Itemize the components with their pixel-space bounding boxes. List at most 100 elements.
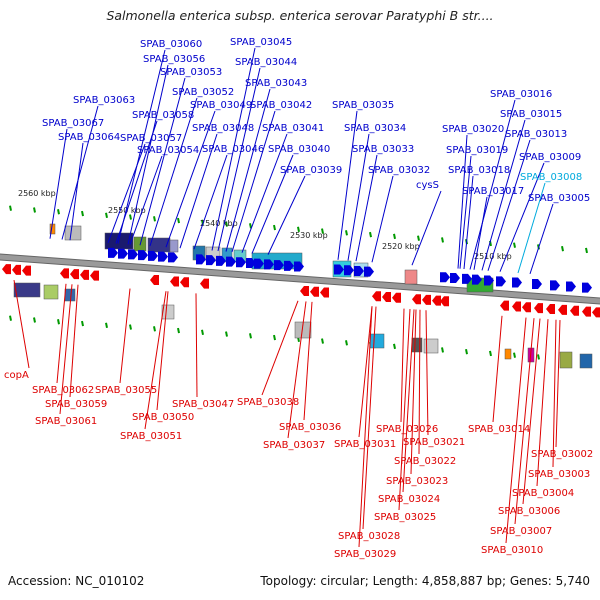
bottom-gene-label: SPAB_03029: [334, 549, 396, 560]
scale-label: 2530 kbp: [290, 231, 328, 240]
top-label-connector: [251, 154, 294, 254]
top-label-connector: [149, 97, 198, 247]
lower-tick-mark: [513, 352, 516, 358]
upper-tick-mark: [441, 237, 444, 243]
lower-tick-mark: [177, 327, 180, 334]
bottom-gene-label: SPAB_03021: [403, 437, 465, 448]
lower-tick-mark: [393, 343, 396, 350]
top-gene-label: SPAB_03019: [446, 145, 508, 156]
bottom-label-connector: [492, 315, 503, 423]
bottom-label-connector: [425, 310, 429, 436]
forward-gene-arrow: [484, 275, 494, 286]
forward-gene-arrow: [344, 265, 354, 276]
lower-tick-mark: [153, 326, 156, 332]
bottom-label-connector: [358, 306, 373, 438]
forward-gene-arrow: [532, 278, 542, 289]
top-gene-label: SPAB_03057: [120, 133, 182, 144]
upper-tick-mark: [345, 230, 348, 236]
top-label-connector: [267, 175, 306, 255]
top-gene-label: SPAB_03018: [448, 165, 510, 176]
reverse-gene-arrow: [432, 295, 441, 306]
lower-tick-mark: [537, 354, 540, 360]
top-gene-label: SPAB_03035: [332, 100, 394, 111]
scale-label: 2520 kbp: [382, 242, 420, 251]
reverse-gene-arrow: [300, 285, 309, 296]
gene-box: [369, 333, 385, 349]
forward-gene-arrow: [294, 261, 304, 272]
top-label-connector: [337, 110, 358, 260]
bottom-label-connector: [13, 279, 30, 369]
gene-box: [559, 351, 573, 369]
reverse-gene-arrow: [320, 287, 329, 298]
reverse-gene-arrow: [150, 274, 159, 285]
upper-tick-mark: [129, 214, 132, 220]
top-gene-label: SPAB_03060: [140, 39, 202, 50]
reverse-gene-arrow: [60, 268, 69, 279]
bottom-gene-label: copA: [4, 370, 29, 381]
lower-tick-mark: [81, 320, 84, 327]
forward-gene-arrow: [226, 256, 236, 267]
reverse-gene-arrow: [534, 303, 543, 314]
bottom-gene-label: SPAB_03003: [528, 469, 590, 480]
forward-gene-arrow: [216, 255, 226, 266]
bottom-gene-label: SPAB_03062: [32, 385, 94, 396]
bottom-label-connector: [410, 309, 417, 475]
reverse-gene-arrow: [70, 269, 79, 280]
top-gene-label: SPAB_03008: [520, 172, 582, 183]
lower-tick-mark: [441, 347, 444, 353]
scale-label: 2560 kbp: [18, 189, 56, 198]
bottom-label-connector: [303, 301, 313, 421]
lower-tick-mark: [57, 319, 60, 325]
reverse-gene-arrow: [500, 300, 509, 311]
forward-gene-arrow: [284, 260, 294, 271]
top-label-connector: [49, 128, 68, 239]
top-gene-label: SPAB_03032: [368, 165, 430, 176]
reverse-gene-arrow: [512, 301, 521, 312]
upper-tick-mark: [513, 242, 516, 248]
forward-gene-arrow: [196, 254, 206, 265]
top-gene-label: SPAB_03016: [490, 89, 552, 100]
top-gene-label: SPAB_03067: [42, 118, 104, 129]
forward-gene-arrow: [254, 258, 264, 269]
top-label-connector: [517, 182, 546, 274]
reverse-gene-arrow: [22, 265, 31, 276]
reverse-gene-arrow: [582, 306, 591, 317]
top-label-connector: [347, 133, 370, 261]
top-gene-label: SPAB_03017: [462, 186, 524, 197]
forward-gene-arrow: [236, 257, 246, 268]
upper-tick-mark: [369, 231, 372, 238]
reverse-gene-arrow: [412, 294, 421, 305]
forward-gene-arrow: [264, 259, 274, 270]
top-label-connector: [411, 190, 442, 266]
top-label-connector: [139, 77, 186, 246]
forward-gene-arrow: [108, 247, 118, 258]
forward-gene-arrow: [512, 277, 522, 288]
top-gene-label: SPAB_03044: [235, 57, 297, 68]
bottom-gene-label: SPAB_03061: [35, 416, 97, 427]
bottom-label-connector: [156, 291, 169, 411]
bottom-gene-label: SPAB_03022: [394, 456, 456, 467]
forward-gene-arrow: [364, 266, 374, 277]
top-label-connector: [241, 133, 288, 253]
bottom-label-connector: [398, 309, 411, 511]
reverse-gene-arrow: [180, 277, 189, 288]
gene-box: [404, 269, 418, 285]
top-gene-label: SPAB_03048: [192, 123, 254, 134]
bottom-label-connector: [552, 319, 557, 468]
top-label-connector: [129, 155, 163, 245]
gene-box: [64, 225, 82, 241]
upper-tick-mark: [561, 245, 564, 252]
forward-gene-arrow: [138, 250, 148, 261]
top-label-connector: [211, 47, 256, 251]
reverse-gene-arrow: [90, 270, 99, 281]
top-label-connector: [463, 175, 474, 270]
bottom-label-connector: [505, 317, 527, 544]
forward-gene-arrow: [206, 255, 216, 266]
top-label-connector: [459, 155, 472, 269]
forward-gene-arrow: [128, 249, 138, 260]
bottom-gene-label: SPAB_03010: [481, 545, 543, 556]
bottom-gene-label: SPAB_03006: [498, 506, 560, 517]
forward-gene-arrow: [274, 260, 284, 271]
upper-tick-mark: [9, 205, 12, 211]
